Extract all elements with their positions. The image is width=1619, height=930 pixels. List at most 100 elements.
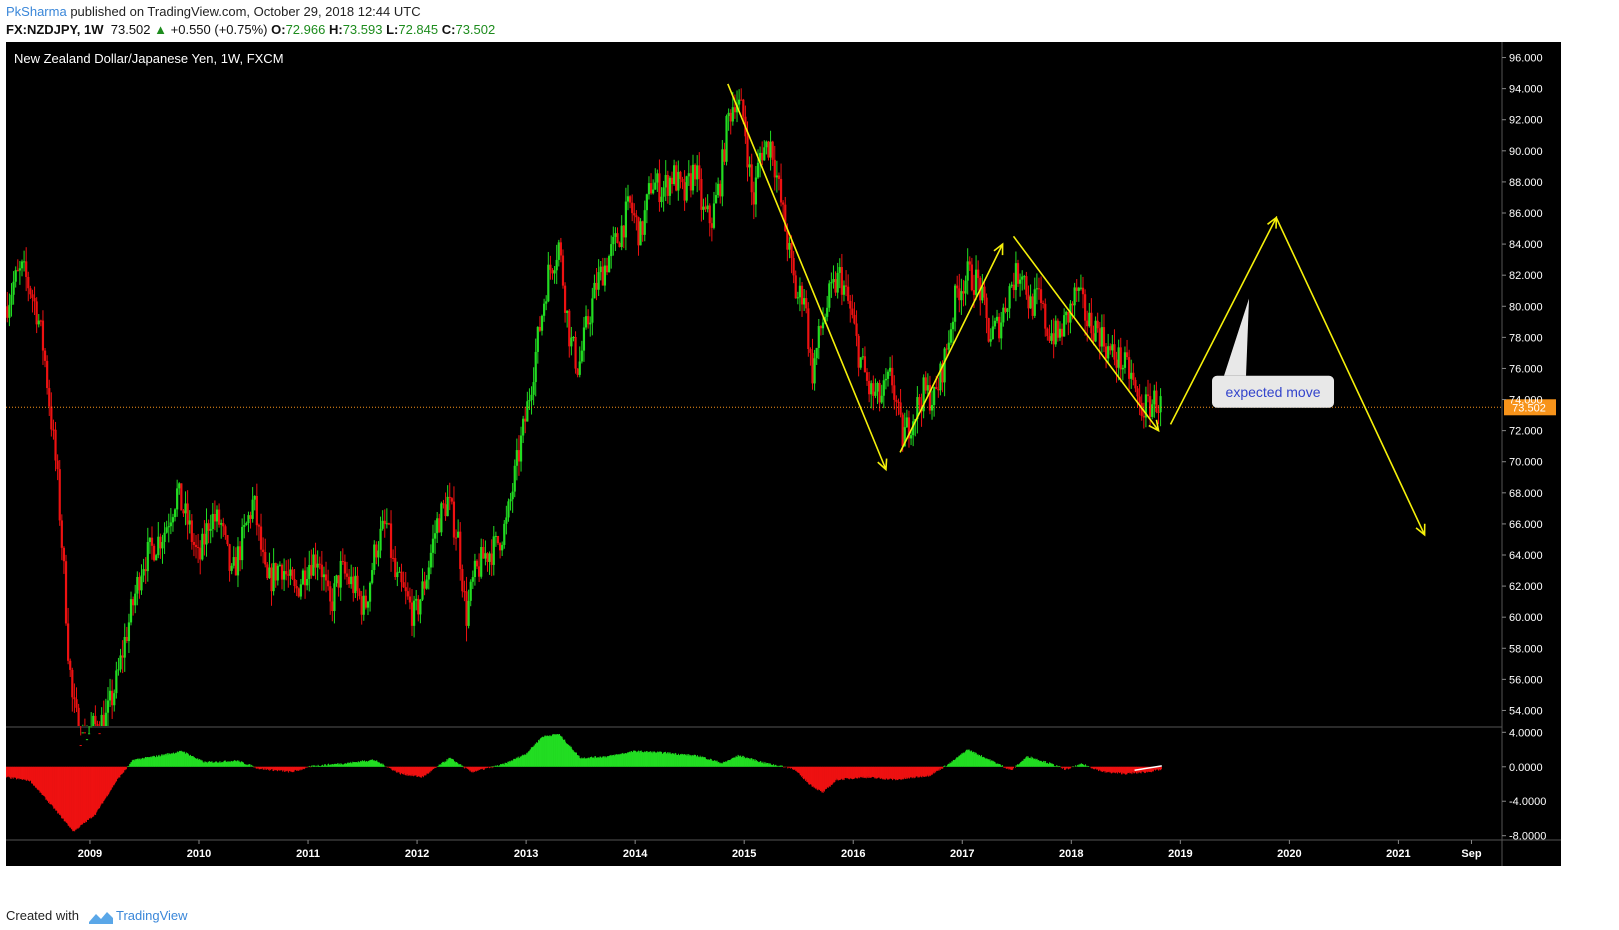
candle-body-15	[37, 320, 40, 325]
candle-body-92	[199, 547, 202, 560]
candle-body-26	[60, 520, 63, 548]
candle-body-173	[368, 582, 372, 602]
candle-body-17	[41, 320, 45, 351]
candle-body-107	[230, 565, 233, 571]
candle-body-295	[624, 201, 627, 238]
candle-body-195	[415, 598, 418, 601]
candle-body-407	[859, 357, 862, 368]
candle-body-11	[29, 288, 32, 295]
candle-body-308	[652, 189, 655, 194]
candle-body-422	[891, 367, 894, 386]
trend-arrow-2	[1012, 235, 1160, 432]
candle-body-16	[39, 320, 42, 322]
candle-body-212	[450, 498, 453, 502]
candle-body-442	[933, 387, 936, 406]
candle-body-372	[786, 231, 789, 250]
price-tick-label-18: 60.000	[1509, 612, 1543, 624]
candle-body-233	[494, 535, 497, 537]
candle-body-20	[48, 388, 51, 407]
candle-body-218	[463, 591, 466, 593]
chart-area[interactable]: New Zealand Dollar/Japanese Yen, 1W, FXC…	[6, 42, 1561, 866]
candle-body-467	[985, 297, 988, 319]
candle-body-325	[687, 173, 690, 177]
tradingview-logo-icon	[88, 911, 113, 924]
candle-body-168	[358, 590, 361, 597]
candle-body-130	[278, 564, 282, 566]
time-tick-label-3: 2012	[405, 848, 429, 860]
candle-body-87	[188, 520, 191, 525]
candle-body-199	[423, 581, 426, 589]
candle-body-508	[1071, 303, 1074, 306]
candle-body-63	[138, 576, 141, 591]
osc-tick-label-3: -8.0000	[1509, 831, 1546, 843]
candle-body-383	[809, 349, 812, 353]
candle-body-468	[987, 318, 990, 342]
candle-body-263	[557, 242, 560, 260]
candle-body-235	[498, 543, 502, 551]
candle-body-406	[857, 335, 860, 368]
candle-body-121	[259, 526, 263, 550]
candle-body-78	[169, 522, 172, 527]
candle-body-328	[693, 164, 697, 180]
candle-body-465	[981, 286, 984, 301]
candle-body-135	[289, 569, 292, 576]
candle-body-499	[1052, 333, 1055, 345]
candle-body-281	[595, 282, 598, 290]
symbol-line: FX:NZDJPY, 1W 73.502 ▲ +0.550 (+0.75%) O…	[6, 22, 495, 37]
candle-body-187	[398, 571, 401, 573]
candle-body-41	[92, 715, 95, 726]
candle-body-344	[727, 112, 730, 117]
price-tick-label-3: 90.000	[1509, 146, 1543, 158]
candle-body-32	[73, 697, 76, 700]
candle-body-317	[670, 177, 674, 185]
candle-body-160	[341, 560, 344, 562]
candle-body-202	[429, 552, 432, 568]
candle-body-323	[683, 182, 686, 201]
candle-body-272	[576, 368, 579, 375]
candle-body-259	[549, 264, 552, 270]
candle-body-147	[314, 554, 317, 568]
candle-body-299	[633, 213, 636, 216]
candle-body-342	[723, 149, 726, 162]
price-tick-label-0: 96.000	[1509, 53, 1543, 65]
candle-body-90	[194, 544, 198, 548]
arrow-head-1-0	[993, 242, 1004, 256]
candle-body-137	[293, 579, 296, 587]
tradingview-brand[interactable]: TradingView	[116, 908, 188, 923]
candle-body-410	[865, 372, 869, 381]
candle-body-74	[161, 541, 164, 549]
candle-body-204	[433, 533, 437, 539]
candle-body-319	[675, 165, 678, 191]
candle-body-206	[438, 518, 441, 533]
chart-svg[interactable]: New Zealand Dollar/Japanese Yen, 1W, FXC…	[6, 42, 1561, 866]
candle-body-266	[563, 285, 567, 313]
candle-body-501	[1056, 320, 1059, 338]
candle-body-136	[291, 569, 294, 580]
price-tick-label-11: 74.000	[1509, 395, 1543, 407]
candle-body-334	[706, 205, 709, 210]
candle-body-149	[318, 563, 321, 565]
candle-body-547	[1153, 390, 1156, 405]
candle-body-183	[389, 523, 393, 558]
candle-body-453	[956, 285, 959, 289]
candle-body-426	[899, 402, 902, 415]
candle-body-124	[266, 564, 269, 579]
candle-body-185	[394, 558, 397, 578]
candle-body-370	[782, 202, 785, 205]
candle-body-99	[213, 514, 216, 522]
candle-body-6	[18, 268, 21, 271]
time-tick-label-5: 2014	[623, 848, 648, 860]
candle-body-247	[524, 418, 527, 422]
candle-body-51	[113, 693, 116, 706]
author-link[interactable]: PkSharma	[6, 4, 67, 19]
candle-body-474	[1000, 322, 1003, 339]
candle-body-389	[821, 322, 825, 329]
candle-body-27	[62, 547, 66, 562]
candle-body-446	[941, 363, 944, 383]
candle-body-520	[1096, 320, 1099, 329]
candle-body-172	[366, 601, 370, 608]
candle-body-353	[746, 136, 749, 168]
candle-body-169	[360, 596, 363, 615]
candle-body-294	[622, 225, 625, 238]
candle-body-393	[830, 282, 833, 284]
